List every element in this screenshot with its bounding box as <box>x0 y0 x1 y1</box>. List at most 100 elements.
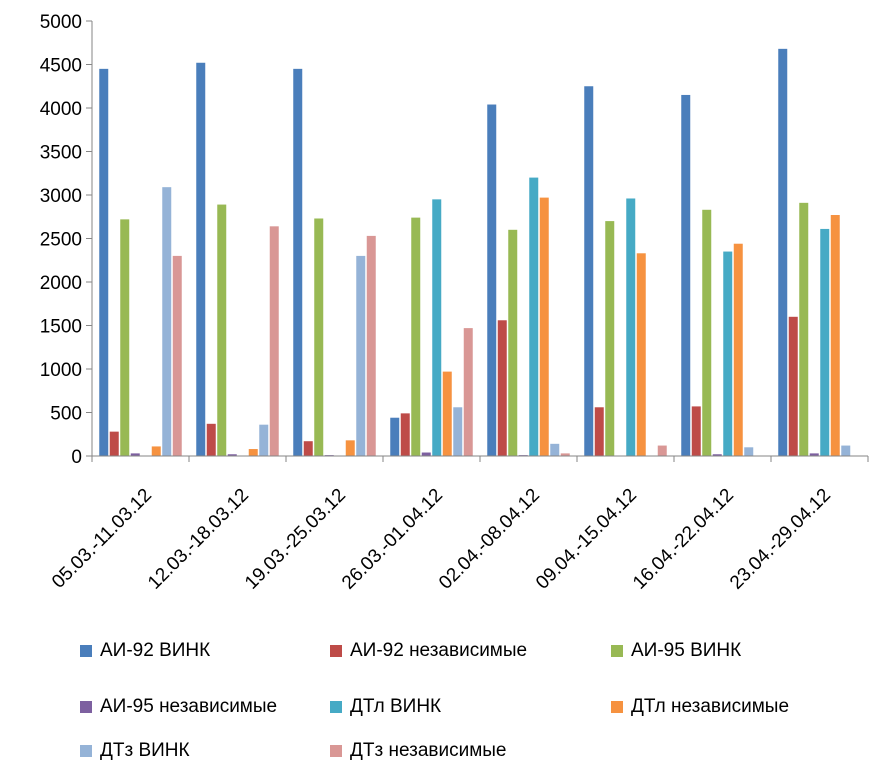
bar <box>841 445 851 456</box>
bar <box>109 431 119 456</box>
bar <box>248 449 258 456</box>
bar <box>206 423 216 456</box>
legend-swatch <box>80 645 92 657</box>
y-tick-label: 4000 <box>40 99 82 120</box>
legend-item: ДТл независимые <box>611 696 789 718</box>
bar <box>196 62 206 456</box>
x-axis: 05.03.-11.03.1212.03.-18.03.1219.03.-25.… <box>48 455 869 594</box>
bar <box>539 197 549 457</box>
bar <box>508 229 518 456</box>
bar-chart: 0 500 1000 1500 2000 2500 3000 3500 4000 4500 5000… <box>40 12 869 594</box>
bar <box>744 447 754 456</box>
y-tick-label: 2000 <box>40 273 82 294</box>
legend-label: АИ-95 ВИНК <box>631 640 742 661</box>
y-tick-label: 1500 <box>40 317 82 338</box>
x-tick-label: 05.03.-11.03.12 <box>48 485 156 593</box>
legend-item: АИ-92 ВИНК <box>80 640 210 662</box>
y-tick-label: 5000 <box>40 12 82 33</box>
bar <box>657 445 667 456</box>
bar <box>463 328 473 456</box>
bar <box>130 453 140 456</box>
bar <box>172 255 182 456</box>
bar <box>799 202 809 456</box>
bar <box>432 199 442 456</box>
bar <box>162 187 172 457</box>
bar <box>733 243 743 456</box>
bar <box>636 253 646 456</box>
x-tick-label: 19.03.-25.03.12 <box>241 485 350 594</box>
legend-label: АИ-95 независимые <box>100 696 278 717</box>
bar <box>366 235 376 456</box>
bar <box>421 452 431 456</box>
bar <box>605 221 615 456</box>
bar <box>314 218 324 456</box>
bar <box>269 226 279 456</box>
legend-item: ДТз ВИНК <box>80 740 190 762</box>
bar <box>712 454 722 456</box>
x-tick-label: 09.04.-15.04.12 <box>532 485 641 594</box>
legend-swatch <box>80 701 92 713</box>
legend-label: АИ-92 ВИНК <box>100 640 211 661</box>
bar <box>356 255 366 456</box>
bar <box>529 177 539 456</box>
y-tick-label: 4500 <box>40 56 82 77</box>
bar <box>453 407 463 456</box>
bar <box>681 94 691 456</box>
legend-swatch <box>330 645 342 657</box>
legend-label: ДТз независимые <box>350 740 507 761</box>
bar <box>560 453 570 456</box>
bar <box>778 48 788 457</box>
legend-swatch <box>330 701 342 713</box>
bar <box>120 219 130 456</box>
legend-label: АИ-92 независимые <box>350 640 528 661</box>
bar <box>411 217 421 456</box>
bar <box>400 413 410 456</box>
bar <box>820 228 830 456</box>
bar <box>99 68 109 456</box>
x-tick-label: 12.03.-18.03.12 <box>144 485 253 594</box>
y-tick-label: 0 <box>71 447 82 468</box>
bar <box>487 104 497 457</box>
y-tick-label: 3000 <box>40 186 82 207</box>
legend-swatch <box>80 745 92 757</box>
legend-item: АИ-95 независимые <box>80 696 277 718</box>
legend-swatch <box>330 745 342 757</box>
bar <box>497 320 507 456</box>
x-tick-label: 02.04.-08.04.12 <box>435 485 544 594</box>
bar <box>345 440 355 456</box>
legend-item: АИ-95 ВИНК <box>611 640 741 662</box>
bar <box>217 204 227 456</box>
legend-item: ДТл ВИНК <box>330 696 441 718</box>
bar <box>293 68 303 456</box>
y-tick-label: 3500 <box>40 143 82 164</box>
bar <box>594 407 604 456</box>
bar <box>809 453 819 456</box>
bar <box>259 424 269 456</box>
y-tick-label: 1000 <box>40 360 82 381</box>
x-tick-label: 16.04.-22.04.12 <box>629 485 738 594</box>
y-tick-label: 2500 <box>40 230 82 251</box>
bar <box>702 209 712 456</box>
bars <box>99 48 851 457</box>
bar <box>788 316 798 456</box>
bar <box>151 446 161 456</box>
y-axis: 0 500 1000 1500 2000 2500 3000 3500 4000 4500 5000 <box>40 12 93 468</box>
legend-swatch <box>611 701 623 713</box>
legend-label: ДТл независимые <box>631 696 790 717</box>
bar <box>227 454 237 456</box>
bar <box>584 86 594 456</box>
y-tick-label: 500 <box>50 404 82 425</box>
legend-item: АИ-92 независимые <box>330 640 527 662</box>
bar <box>442 371 452 456</box>
bar <box>390 417 400 456</box>
legend-swatch <box>611 645 623 657</box>
bar <box>691 406 701 456</box>
legend-label: ДТз ВИНК <box>100 740 190 761</box>
x-tick-label: 26.03.-01.04.12 <box>338 485 447 594</box>
bar <box>626 198 636 457</box>
bar <box>830 215 840 456</box>
x-tick-label: 23.04.-29.04.12 <box>726 485 835 594</box>
legend-label: ДТл ВИНК <box>350 696 442 717</box>
bar <box>303 441 313 456</box>
bar <box>550 443 560 456</box>
